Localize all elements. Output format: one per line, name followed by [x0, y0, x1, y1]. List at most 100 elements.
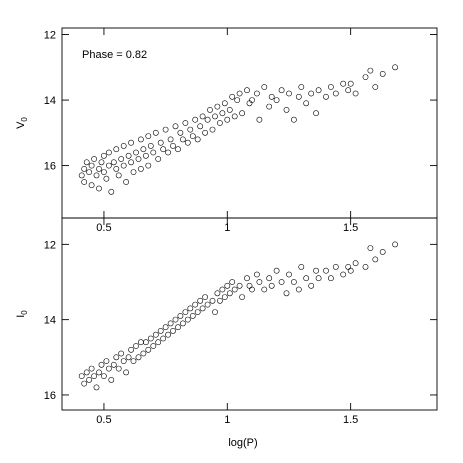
bottom-ytick-label: 14	[44, 315, 56, 327]
bottom-data-point	[162, 324, 169, 331]
top-data-point	[113, 146, 120, 153]
bottom-data-point	[120, 358, 127, 364]
top-data-point	[167, 136, 174, 143]
bottom-data-point	[214, 290, 221, 297]
bottom-data-point	[295, 286, 302, 293]
bottom-data-point	[147, 335, 154, 342]
top-panel: 12 14 16 0.5 1 1.5 V0 Phase = 0.82	[15, 27, 438, 234]
top-data-point	[177, 129, 184, 136]
bottom-data-point	[332, 263, 339, 270]
bottom-data-point	[266, 275, 273, 282]
top-data-point	[189, 133, 196, 139]
top-ytick-label: 16	[44, 161, 56, 173]
bottom-data-point	[229, 279, 236, 285]
bottom-data-point	[212, 309, 218, 315]
top-data-point	[340, 80, 347, 87]
bottom-data-point	[160, 335, 167, 342]
top-data-point	[244, 87, 250, 94]
bottom-data-point	[98, 361, 105, 368]
top-data-point	[172, 123, 179, 130]
bottom-data-point	[96, 369, 102, 376]
top-data-point	[192, 116, 199, 123]
top-data-point	[81, 165, 88, 172]
bottom-plot-frame	[61, 217, 438, 411]
top-annotation: Phase = 0.82	[82, 49, 147, 61]
bottom-data-point	[172, 316, 179, 323]
top-data-point	[295, 93, 302, 100]
bottom-data-point	[152, 331, 159, 338]
bottom-data-point	[182, 309, 189, 315]
top-data-point	[78, 172, 85, 179]
top-data-point	[283, 107, 290, 113]
top-data-point	[278, 87, 285, 94]
top-data-point	[261, 84, 268, 90]
bottom-data-point	[194, 309, 201, 315]
top-data-point	[88, 162, 95, 169]
bottom-data-point	[130, 358, 137, 364]
top-data-point	[145, 162, 152, 169]
bottom-data-point	[135, 354, 142, 361]
bottom-data-point	[187, 305, 194, 312]
bottom-data-point	[106, 365, 112, 372]
bottom-data-point	[239, 294, 245, 300]
bottom-data-point	[118, 350, 125, 357]
bottom-xtick-label: 1.5	[343, 414, 358, 426]
bottom-data-point	[362, 263, 369, 270]
bottom-data-point	[137, 339, 144, 346]
top-data-point	[332, 90, 339, 97]
top-data-point	[98, 159, 105, 166]
bottom-data-point	[157, 327, 164, 334]
bottom-data-point	[110, 361, 117, 368]
bottom-y-axis-label-main: I	[15, 315, 27, 318]
bottom-data-point	[392, 241, 398, 248]
bottom-data-point	[88, 365, 95, 372]
top-data-point	[212, 113, 218, 120]
top-xtick-label: 0.5	[96, 222, 111, 234]
top-data-point	[106, 149, 112, 156]
bottom-data-point	[283, 290, 290, 297]
top-data-point	[128, 139, 134, 146]
top-data-point	[118, 156, 125, 162]
bottom-data-point	[273, 267, 280, 274]
top-data-point	[101, 169, 107, 175]
bottom-data-point	[345, 263, 352, 270]
bottom-data-point	[246, 282, 253, 289]
top-data-point	[125, 152, 132, 159]
top-data-point	[256, 116, 263, 123]
top-data-point	[130, 169, 137, 175]
x-axis-label: log(P)	[228, 437, 257, 449]
bottom-data-point	[155, 339, 162, 346]
top-data-point	[140, 146, 147, 153]
top-data-point	[290, 116, 297, 123]
bottom-data-point	[202, 294, 208, 300]
bottom-panel: 12 14 16 0.5 1 1.5 I0	[15, 217, 438, 426]
bottom-xtick-label: 1	[224, 414, 230, 426]
top-data-point	[83, 159, 90, 166]
top-data-point	[145, 133, 152, 139]
bottom-data-point	[179, 320, 186, 327]
bottom-data-point	[209, 297, 216, 304]
bottom-data-point	[167, 320, 174, 327]
top-data-point	[204, 116, 211, 123]
top-data-point	[221, 100, 228, 107]
bottom-data-point	[83, 369, 90, 376]
bottom-data-point	[204, 301, 211, 308]
top-data-point	[234, 97, 241, 103]
bottom-data-point	[367, 245, 374, 251]
top-data-point	[152, 129, 159, 136]
bottom-data-point	[115, 365, 122, 372]
top-y-axis-label-main: V	[15, 121, 27, 129]
bottom-data-point	[379, 248, 386, 255]
top-ytick-label: 14	[44, 95, 56, 107]
top-data-point	[123, 179, 129, 185]
top-data-point	[137, 136, 144, 143]
top-y-axis-label-subscript: 0	[20, 117, 29, 122]
top-data-point	[182, 120, 189, 126]
top-data-point	[187, 126, 194, 133]
top-data-point	[216, 120, 223, 126]
bottom-xtick-label: 0.5	[96, 414, 111, 426]
bottom-data-point	[175, 324, 181, 331]
top-data-point	[162, 126, 169, 133]
bottom-data-point	[177, 312, 184, 319]
